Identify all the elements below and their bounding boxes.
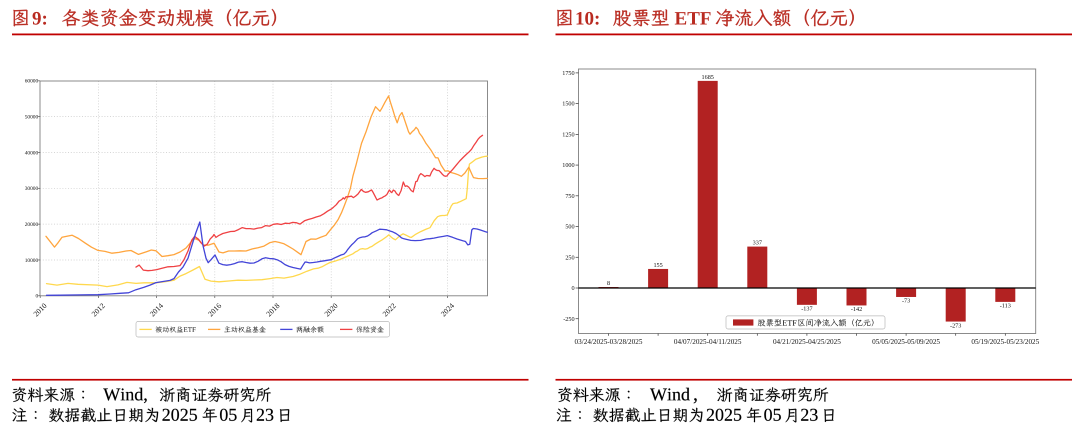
svg-text:04/21/2025-04/25/2025: 04/21/2025-04/25/2025 <box>773 338 841 346</box>
svg-text:1750: 1750 <box>562 70 574 77</box>
svg-text:10000: 10000 <box>25 258 39 264</box>
svg-text:250: 250 <box>565 254 574 261</box>
svg-text:40000: 40000 <box>25 150 39 156</box>
svg-text:500: 500 <box>565 224 574 231</box>
svg-text:8: 8 <box>607 280 610 287</box>
svg-text:155: 155 <box>653 262 662 269</box>
svg-text:05/19/2025-05/23/2025: 05/19/2025-05/23/2025 <box>971 338 1039 346</box>
svg-text:-73: -73 <box>902 298 910 305</box>
svg-text:60000: 60000 <box>25 79 39 85</box>
svg-text:-137: -137 <box>801 306 812 313</box>
svg-text:1250: 1250 <box>562 131 574 138</box>
svg-text:05/05/2025-05/09/2025: 05/05/2025-05/09/2025 <box>872 338 940 346</box>
svg-text:-113: -113 <box>1000 303 1011 310</box>
svg-text:-273: -273 <box>950 322 961 329</box>
svg-text:337: 337 <box>753 240 762 247</box>
svg-text:1000: 1000 <box>562 162 574 169</box>
svg-text:50000: 50000 <box>25 115 39 121</box>
svg-text:1685: 1685 <box>702 74 714 81</box>
svg-text:0: 0 <box>572 285 575 292</box>
svg-text:30000: 30000 <box>25 186 39 192</box>
svg-text:20000: 20000 <box>25 222 39 228</box>
svg-text:-250: -250 <box>563 316 574 323</box>
svg-text:04/07/2025-04/11/2025: 04/07/2025-04/11/2025 <box>674 338 742 346</box>
svg-text:03/24/2025-03/28/2025: 03/24/2025-03/28/2025 <box>575 338 643 346</box>
svg-text:1500: 1500 <box>562 101 574 108</box>
svg-text:-142: -142 <box>851 306 862 313</box>
svg-text:750: 750 <box>565 193 574 200</box>
svg-text:0: 0 <box>35 294 38 300</box>
